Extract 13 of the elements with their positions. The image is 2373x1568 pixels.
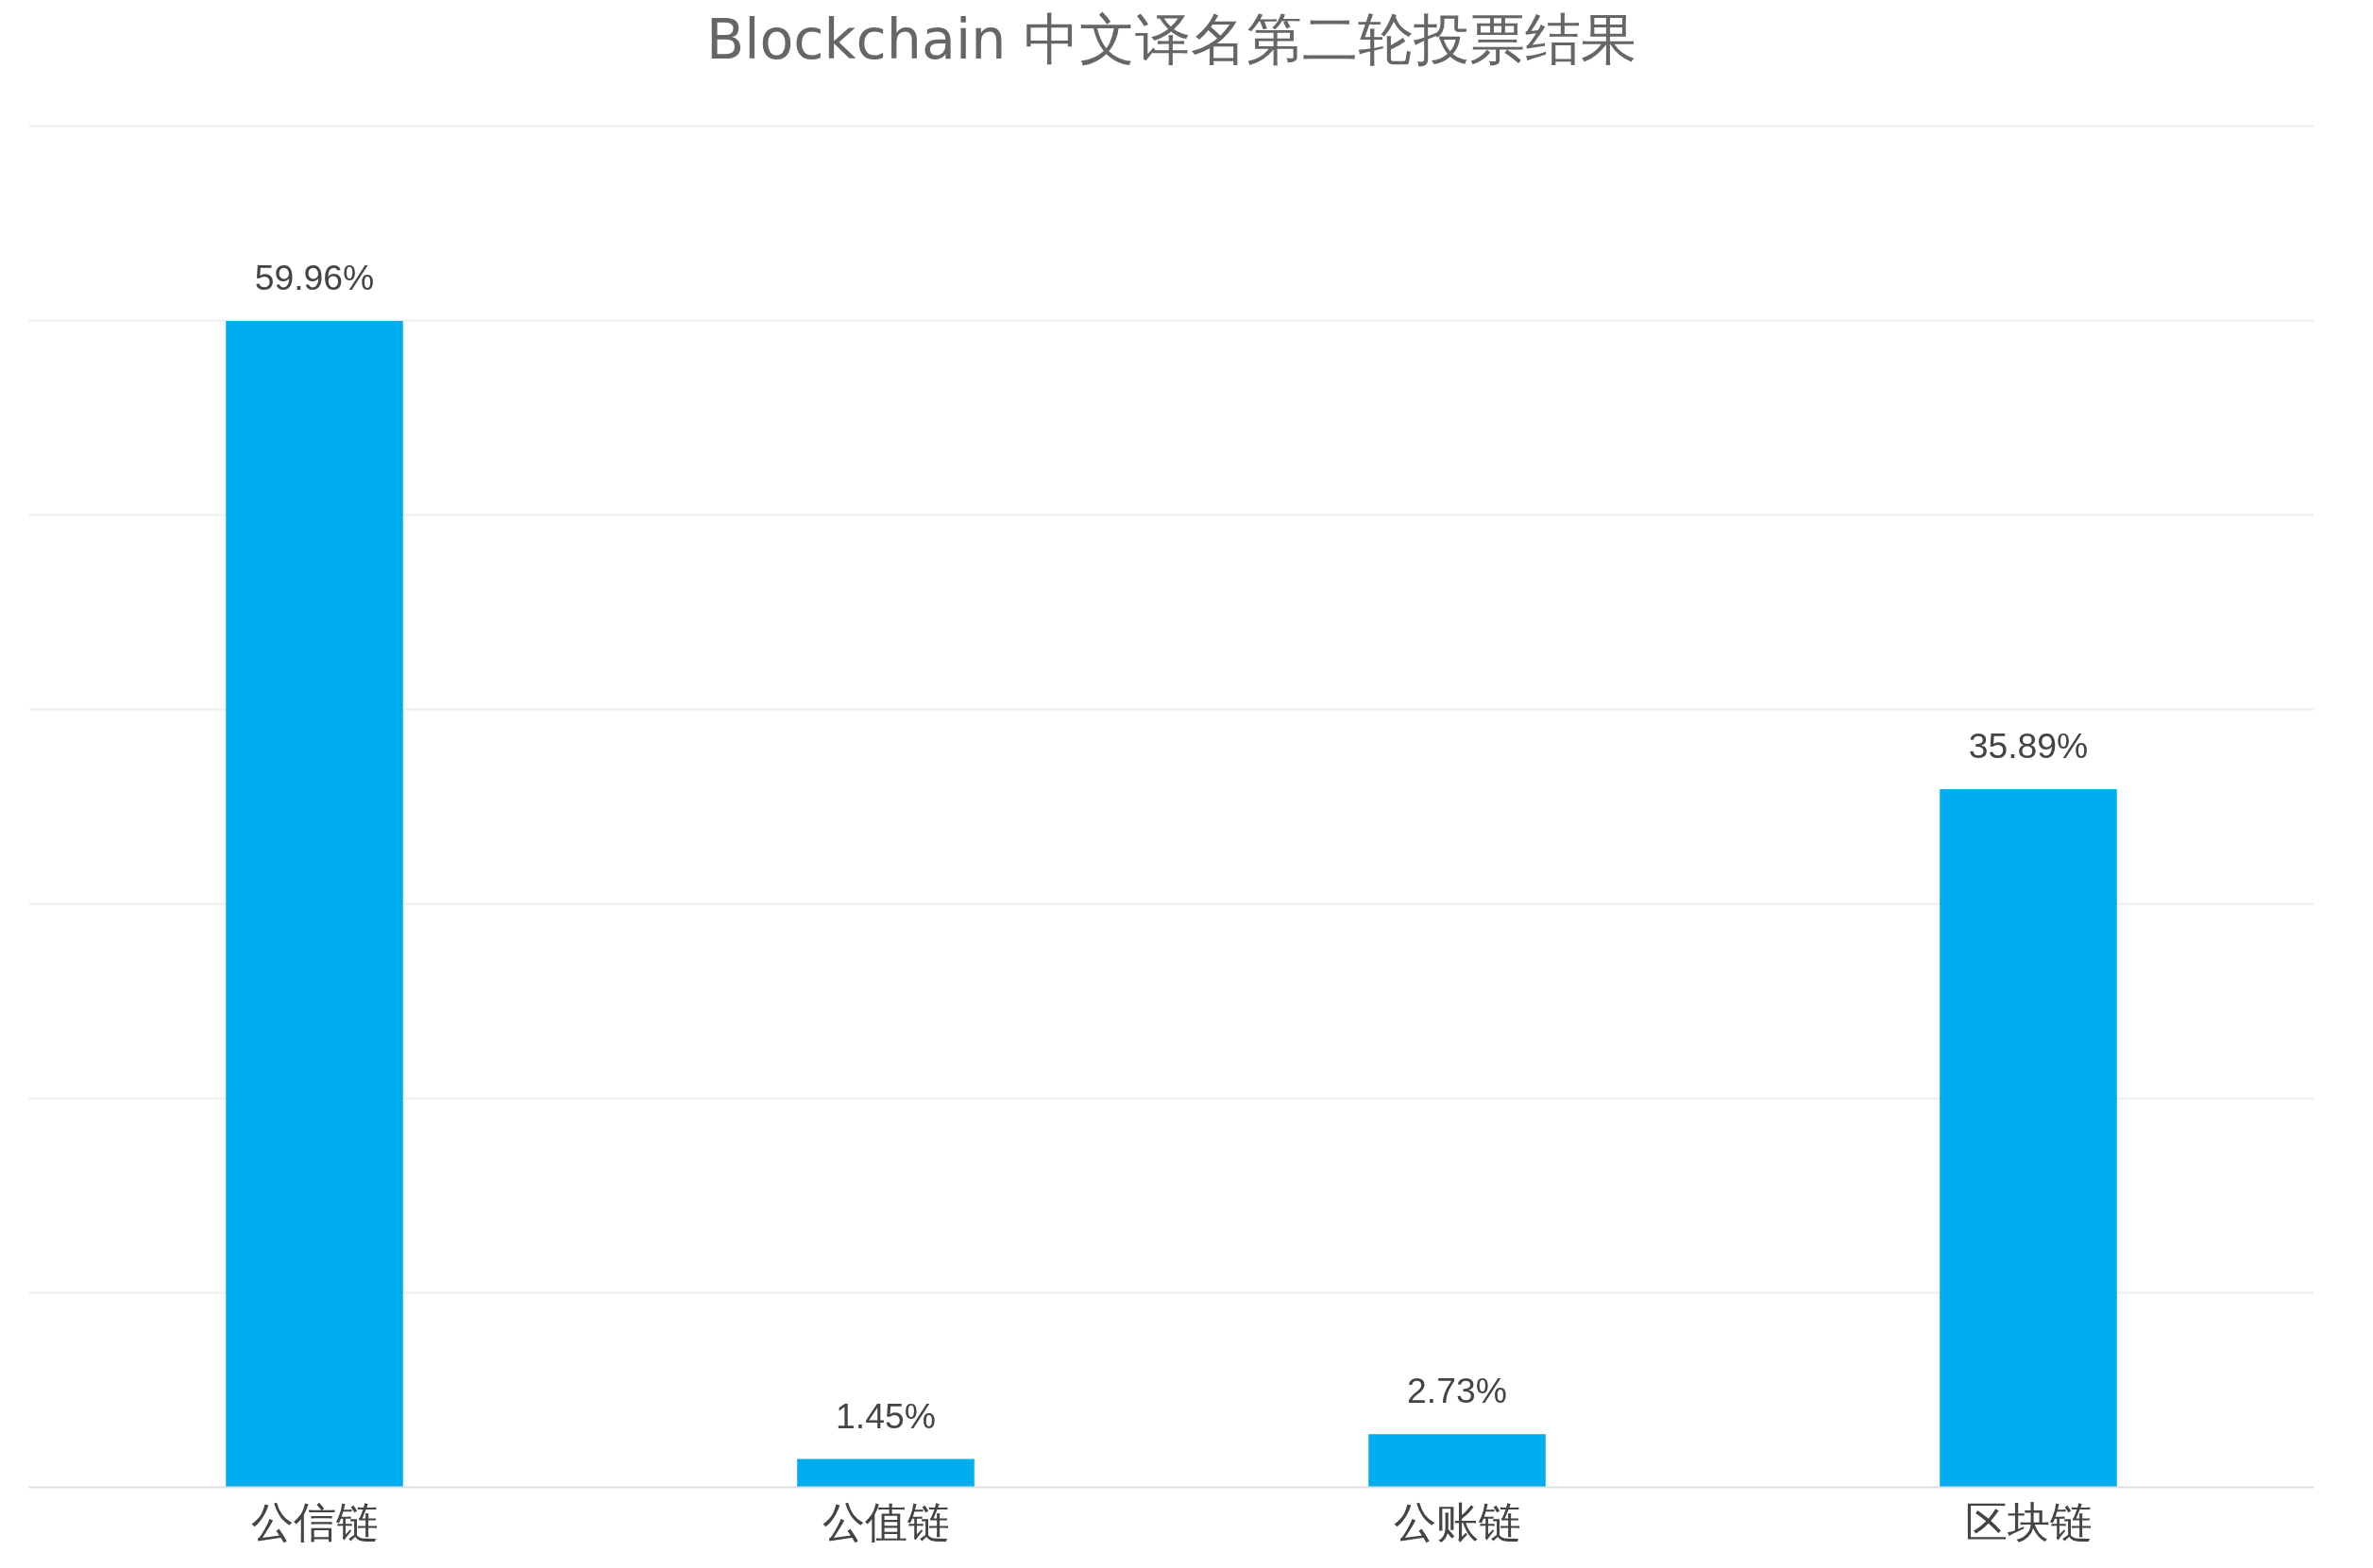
x-tick-label: 公账链 (1393, 1497, 1521, 1546)
x-tick-label: 公信链 (250, 1497, 379, 1546)
chart-title: Blockchain 中文译名第二轮投票结果 (705, 7, 1637, 72)
x-tick-label: 公值链 (822, 1497, 950, 1546)
bar (1940, 788, 2117, 1488)
bar (226, 320, 403, 1488)
data-label: 59.96% (254, 257, 375, 297)
bar (797, 1458, 975, 1488)
data-label: 1.45% (836, 1395, 936, 1436)
data-label: 2.73% (1407, 1371, 1507, 1411)
data-label: 35.89% (1968, 725, 2089, 766)
bar (1368, 1434, 1546, 1488)
x-tick-label: 区块链 (1964, 1497, 2093, 1546)
